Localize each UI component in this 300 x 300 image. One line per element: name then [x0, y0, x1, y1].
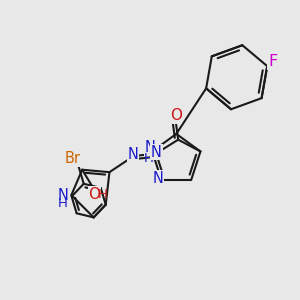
Text: F: F: [268, 54, 278, 69]
Text: H: H: [58, 197, 68, 210]
Text: N: N: [152, 171, 163, 186]
Text: O: O: [170, 108, 182, 123]
Text: Br: Br: [64, 151, 81, 166]
Text: N: N: [151, 145, 162, 160]
Text: N: N: [128, 147, 138, 162]
Text: O: O: [88, 187, 101, 202]
Text: H: H: [143, 152, 153, 165]
Text: N: N: [144, 140, 155, 155]
Text: H: H: [98, 188, 108, 201]
Text: N: N: [57, 188, 68, 203]
